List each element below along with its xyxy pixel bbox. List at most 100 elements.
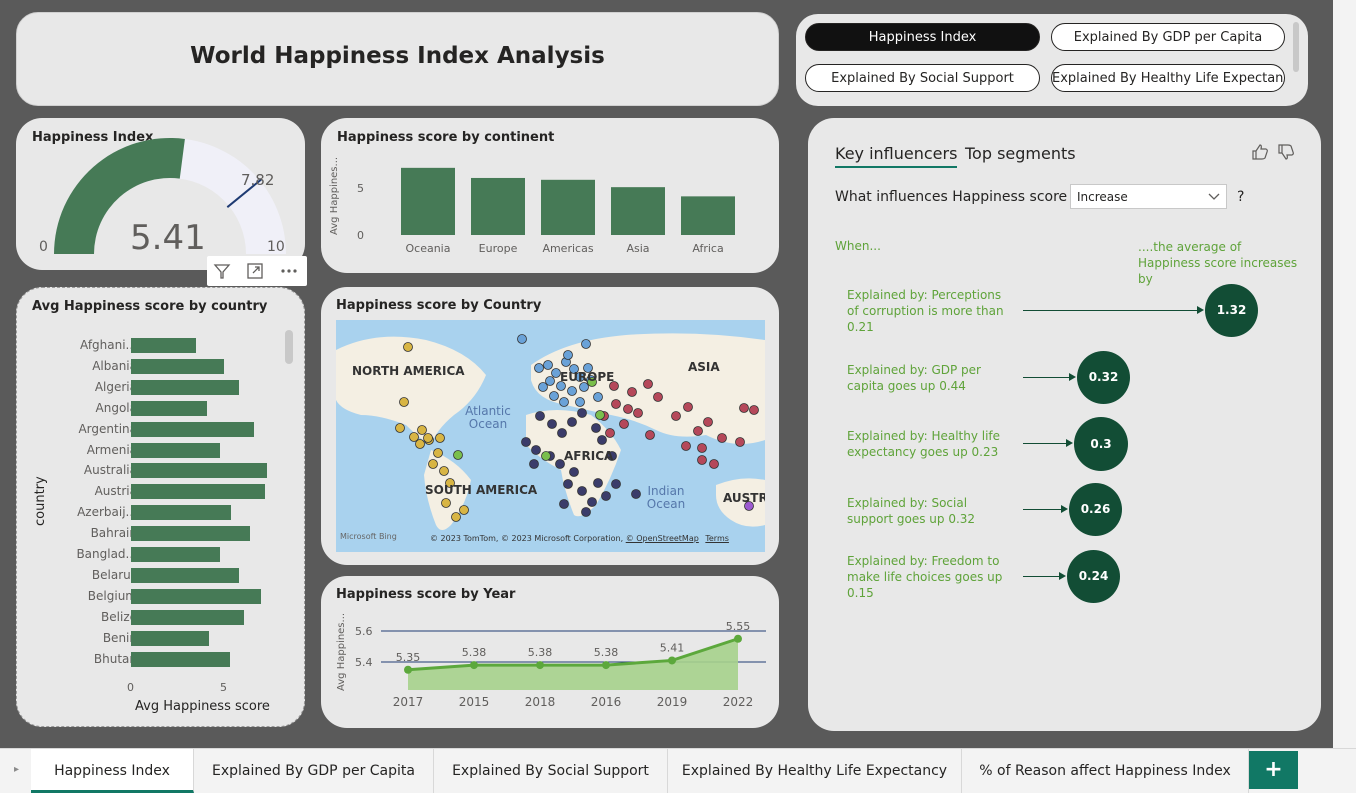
country-bar[interactable]: [131, 567, 239, 583]
country-bubble[interactable]: [403, 342, 413, 352]
country-bubble[interactable]: [535, 411, 545, 421]
influencer-value-bubble[interactable]: 0.24: [1067, 550, 1120, 603]
country-bubble[interactable]: [581, 507, 591, 517]
filter-icon[interactable]: [213, 262, 231, 280]
country-bubble[interactable]: [703, 417, 713, 427]
country-bar[interactable]: [131, 609, 245, 625]
country-bubble[interactable]: [557, 428, 567, 438]
country-bubble[interactable]: [575, 372, 585, 382]
country-bubble[interactable]: [569, 364, 579, 374]
country-bubble[interactable]: [433, 448, 443, 458]
country-bubble[interactable]: [395, 423, 405, 433]
country-bubble[interactable]: [534, 363, 544, 373]
country-bar[interactable]: [131, 484, 265, 500]
page-scrollbar[interactable]: [1333, 0, 1356, 748]
country-bubble[interactable]: [739, 403, 749, 413]
country-bubble[interactable]: [697, 455, 707, 465]
country-bubble[interactable]: [671, 411, 681, 421]
country-bubble[interactable]: [567, 417, 577, 427]
more-options-icon[interactable]: [279, 262, 299, 280]
country-bubble[interactable]: [441, 498, 451, 508]
map-bubbles[interactable]: [336, 320, 765, 552]
country-chart-scrollbar[interactable]: [285, 330, 293, 364]
country-bubble[interactable]: [538, 382, 548, 392]
country-bubble[interactable]: [459, 505, 469, 515]
country-bubble[interactable]: [545, 376, 555, 386]
country-bubble[interactable]: [623, 404, 633, 414]
country-bubble[interactable]: [717, 433, 727, 443]
nav-button-gdp[interactable]: Explained By GDP per Capita: [1051, 23, 1285, 51]
year-point[interactable]: [602, 661, 610, 670]
country-bubble[interactable]: [409, 432, 419, 442]
country-bubble[interactable]: [587, 377, 597, 387]
country-bubble[interactable]: [601, 491, 611, 501]
country-bubble[interactable]: [683, 402, 693, 412]
nav-button-happiness-index[interactable]: Happiness Index: [805, 23, 1040, 51]
focus-mode-icon[interactable]: [246, 262, 264, 280]
country-bubble[interactable]: [521, 437, 531, 447]
country-bubble[interactable]: [453, 450, 463, 460]
country-bubble[interactable]: [607, 451, 617, 461]
country-bubble[interactable]: [697, 443, 707, 453]
country-bubble[interactable]: [633, 408, 643, 418]
country-bubble[interactable]: [543, 360, 553, 370]
thumbs-down-icon[interactable]: [1276, 142, 1296, 162]
country-bubble[interactable]: [591, 423, 601, 433]
country-bar[interactable]: [131, 588, 262, 604]
influencer-freedom[interactable]: Explained by: Freedom to make life choic…: [847, 554, 1003, 600]
country-bubble[interactable]: [631, 489, 641, 499]
continent-bar[interactable]: [401, 167, 455, 235]
country-bubble[interactable]: [567, 386, 577, 396]
country-bubble[interactable]: [555, 459, 565, 469]
country-bubble[interactable]: [547, 419, 557, 429]
country-bubble[interactable]: [428, 459, 438, 469]
continent-bar[interactable]: [471, 177, 525, 235]
country-bubble[interactable]: [593, 478, 603, 488]
country-bubble[interactable]: [735, 437, 745, 447]
country-bubble[interactable]: [597, 435, 607, 445]
country-bubble[interactable]: [529, 459, 539, 469]
map-visual[interactable]: NORTH AMERICA SOUTH AMERICA EUROPE ASIA …: [336, 320, 765, 552]
country-bubble[interactable]: [556, 381, 566, 391]
influencer-social-support[interactable]: Explained by: Social support goes up 0.3…: [847, 496, 976, 526]
country-bar[interactable]: [131, 547, 221, 562]
country-bubble[interactable]: [563, 479, 573, 489]
country-bubble[interactable]: [609, 381, 619, 391]
country-bar[interactable]: [131, 505, 232, 521]
country-bubble[interactable]: [595, 410, 605, 420]
country-bubble[interactable]: [423, 433, 433, 443]
add-page-button[interactable]: +: [1249, 751, 1298, 789]
country-bubble[interactable]: [517, 334, 527, 344]
page-tab-happiness-index[interactable]: Happiness Index: [31, 749, 194, 793]
country-bubble[interactable]: [415, 439, 425, 449]
country-bubble[interactable]: [569, 467, 579, 477]
continent-bar[interactable]: [541, 179, 595, 235]
country-bar[interactable]: [131, 651, 230, 667]
year-point[interactable]: [404, 665, 412, 674]
influencer-value-bubble[interactable]: 0.3: [1074, 417, 1128, 471]
country-bubble[interactable]: [581, 339, 591, 349]
country-bubble[interactable]: [575, 397, 585, 407]
country-bubble[interactable]: [605, 428, 615, 438]
continent-bar[interactable]: [611, 187, 665, 235]
country-bubble[interactable]: [541, 451, 551, 461]
country-bubble[interactable]: [417, 425, 427, 435]
country-bubble[interactable]: [681, 441, 691, 451]
country-bubble[interactable]: [619, 419, 629, 429]
page-tab-reasons[interactable]: % of Reason affect Happiness Index: [962, 749, 1249, 793]
country-bubble[interactable]: [445, 478, 455, 488]
country-bubble[interactable]: [611, 399, 621, 409]
tab-top-segments[interactable]: Top segments: [965, 144, 1076, 163]
country-bubble[interactable]: [653, 392, 663, 402]
country-bubble[interactable]: [611, 479, 621, 489]
page-tab-gdp[interactable]: Explained By GDP per Capita: [194, 749, 434, 793]
page-tab-social-support[interactable]: Explained By Social Support: [434, 749, 668, 793]
page-tab-life-expectancy[interactable]: Explained By Healthy Life Expectancy: [668, 749, 962, 793]
button-panel-scrollbar[interactable]: [1293, 22, 1299, 72]
country-bar[interactable]: [131, 442, 221, 458]
year-point[interactable]: [734, 634, 742, 643]
country-bar[interactable]: [131, 421, 254, 437]
country-bubble[interactable]: [531, 445, 541, 455]
country-bubble[interactable]: [577, 408, 587, 418]
year-point[interactable]: [470, 661, 478, 670]
